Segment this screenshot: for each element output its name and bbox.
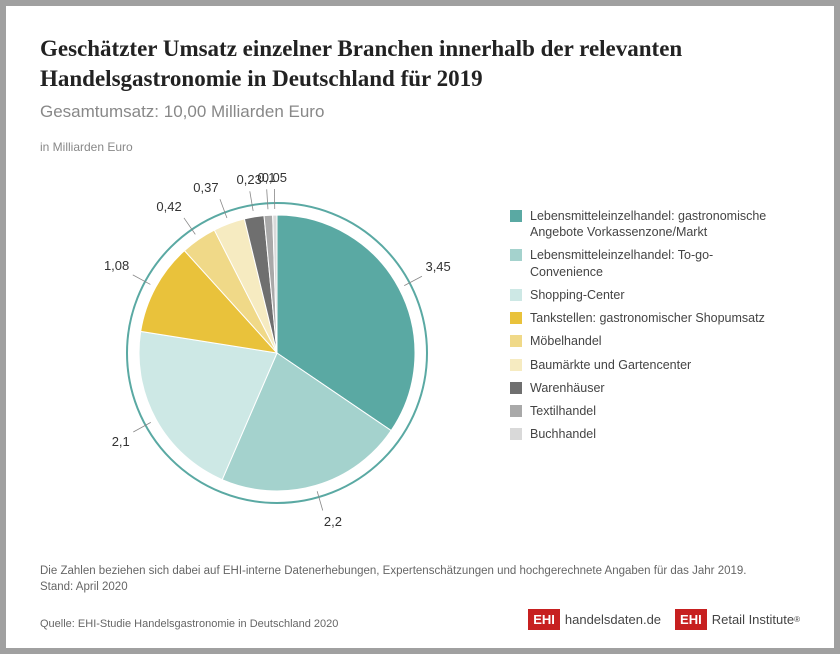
legend-label: Buchhandel bbox=[530, 426, 596, 442]
legend-swatch bbox=[510, 249, 522, 261]
footer: Quelle: EHI-Studie Handelsgastronomie in… bbox=[40, 609, 800, 630]
chart-card: Geschätzter Umsatz einzelner Branchen in… bbox=[6, 6, 834, 648]
legend-label: Tankstellen: gastronomischer Shopumsatz bbox=[530, 310, 765, 326]
legend-item: Lebensmitteleinzelhandel: To-go-Convenie… bbox=[510, 247, 770, 280]
source-text: Quelle: EHI-Studie Handelsgastronomie in… bbox=[40, 618, 338, 630]
legend-swatch bbox=[510, 428, 522, 440]
legend-swatch bbox=[510, 382, 522, 394]
legend: Lebensmitteleinzelhandel: gastronomische… bbox=[500, 158, 770, 450]
chart-row: 3,452,22,11,080,420,370,230,10,05 Lebens… bbox=[40, 158, 800, 557]
slice-value-label: 0,37 bbox=[193, 180, 218, 195]
slice-value-label: 1,08 bbox=[104, 258, 129, 273]
pie-chart: 3,452,22,11,080,420,370,230,10,05 bbox=[40, 158, 500, 528]
legend-swatch bbox=[510, 289, 522, 301]
legend-swatch bbox=[510, 210, 522, 222]
slice-value-label: 2,1 bbox=[112, 434, 130, 449]
legend-swatch bbox=[510, 312, 522, 324]
legend-item: Tankstellen: gastronomischer Shopumsatz bbox=[510, 310, 770, 326]
legend-label: Textilhandel bbox=[530, 403, 596, 419]
slice-value-label: 0,42 bbox=[156, 199, 181, 214]
logo-brand1: handelsdaten.de bbox=[565, 612, 661, 627]
slice-value-label: 3,45 bbox=[425, 259, 450, 274]
footnote: Die Zahlen beziehen sich dabei auf EHI-i… bbox=[40, 563, 800, 595]
legend-item: Baumärkte und Gartencenter bbox=[510, 357, 770, 373]
chart-subtitle: Gesamtumsatz: 10,00 Milliarden Euro bbox=[40, 102, 800, 122]
legend-label: Lebensmitteleinzelhandel: gastronomische… bbox=[530, 208, 770, 241]
legend-item: Textilhandel bbox=[510, 403, 770, 419]
slice-value-label: 2,2 bbox=[324, 514, 342, 529]
legend-label: Shopping-Center bbox=[530, 287, 625, 303]
legend-swatch bbox=[510, 335, 522, 347]
legend-item: Shopping-Center bbox=[510, 287, 770, 303]
chart-title: Geschätzter Umsatz einzelner Branchen in… bbox=[40, 34, 800, 94]
slice-value-label: 0,05 bbox=[262, 170, 287, 185]
legend-item: Buchhandel bbox=[510, 426, 770, 442]
unit-label: in Milliarden Euro bbox=[40, 140, 800, 154]
legend-item: Möbelhandel bbox=[510, 333, 770, 349]
legend-label: Warenhäuser bbox=[530, 380, 605, 396]
legend-label: Baumärkte und Gartencenter bbox=[530, 357, 691, 373]
legend-item: Lebensmitteleinzelhandel: gastronomische… bbox=[510, 208, 770, 241]
legend-label: Möbelhandel bbox=[530, 333, 602, 349]
logo-brand2: Retail Institute bbox=[712, 612, 794, 627]
logo-box-icon: EHI bbox=[675, 609, 707, 630]
logo-handelsdaten: EHI handelsdaten.de bbox=[528, 609, 661, 630]
legend-item: Warenhäuser bbox=[510, 380, 770, 396]
logo-box-icon: EHI bbox=[528, 609, 560, 630]
legend-swatch bbox=[510, 405, 522, 417]
footnote-line2: Stand: April 2020 bbox=[40, 581, 128, 593]
footnote-line1: Die Zahlen beziehen sich dabei auf EHI-i… bbox=[40, 565, 746, 577]
legend-swatch bbox=[510, 359, 522, 371]
logos: EHI handelsdaten.de EHI Retail Institute… bbox=[528, 609, 800, 630]
legend-label: Lebensmitteleinzelhandel: To-go-Convenie… bbox=[530, 247, 770, 280]
logo-retail-institute: EHI Retail Institute® bbox=[675, 609, 800, 630]
